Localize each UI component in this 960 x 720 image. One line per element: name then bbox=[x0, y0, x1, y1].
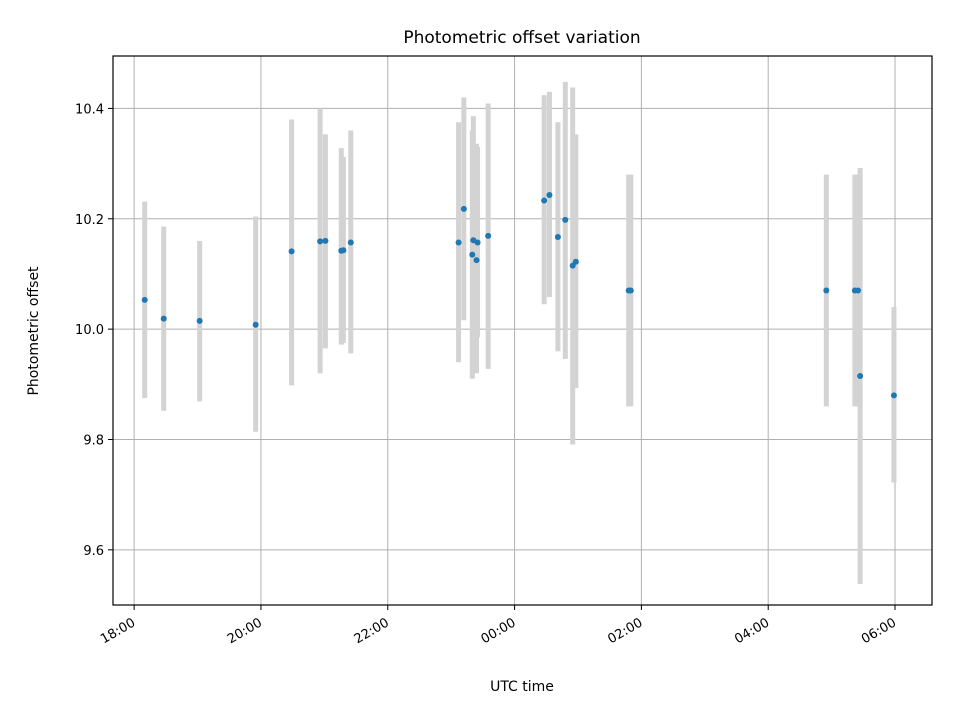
data-point bbox=[340, 247, 347, 254]
data-point bbox=[857, 373, 864, 380]
data-point bbox=[554, 233, 561, 240]
data-point bbox=[627, 287, 634, 294]
grid-lines bbox=[113, 56, 932, 605]
y-tick-label: 10.4 bbox=[75, 102, 104, 117]
data-point bbox=[541, 197, 548, 204]
data-point bbox=[572, 258, 579, 265]
y-tick-label: 9.8 bbox=[83, 433, 104, 448]
data-point bbox=[562, 216, 569, 223]
chart-title: Photometric offset variation bbox=[403, 28, 640, 48]
data-point bbox=[823, 287, 830, 294]
data-point bbox=[455, 239, 462, 246]
data-point bbox=[473, 257, 480, 264]
x-axis-label: UTC time bbox=[490, 679, 554, 695]
y-axis-ticks: 9.6 9.8 10.0 10.2 10.4 bbox=[75, 102, 113, 559]
data-point bbox=[855, 287, 862, 294]
y-tick-label: 10.2 bbox=[75, 213, 104, 228]
data-points bbox=[141, 192, 897, 399]
y-axis-label: Photometric offset bbox=[26, 266, 42, 396]
y-tick-label: 9.6 bbox=[83, 544, 104, 559]
data-point bbox=[474, 239, 481, 246]
data-point bbox=[890, 392, 897, 399]
data-point bbox=[252, 321, 259, 328]
data-point bbox=[288, 248, 295, 255]
data-point bbox=[485, 232, 492, 239]
data-point bbox=[317, 238, 324, 245]
data-point bbox=[196, 317, 203, 324]
data-point bbox=[141, 296, 148, 303]
data-point bbox=[546, 192, 553, 199]
data-point bbox=[322, 237, 329, 244]
y-tick-label: 10.0 bbox=[75, 323, 104, 338]
plot-frame bbox=[112, 55, 933, 606]
data-point bbox=[460, 205, 467, 212]
data-point bbox=[347, 239, 354, 246]
data-point bbox=[469, 251, 476, 258]
data-point bbox=[160, 315, 167, 322]
